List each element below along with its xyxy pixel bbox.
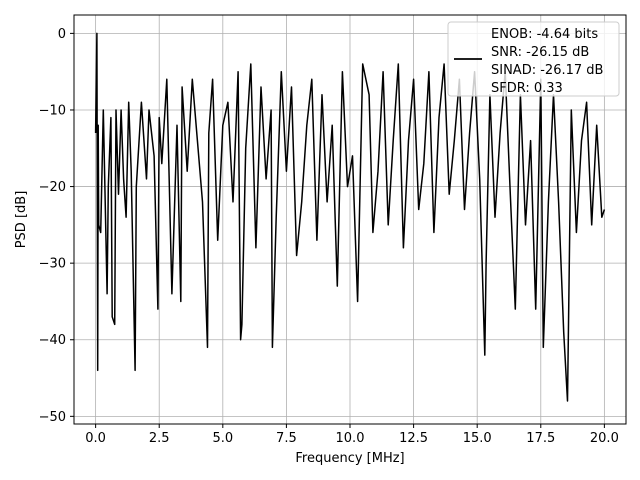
y-tick-label: −50 <box>39 410 66 425</box>
legend: ENOB: -4.64 bits SNR: -26.15 dB SINAD: -… <box>447 21 620 97</box>
y-tick-label: −20 <box>39 180 66 195</box>
plot-area <box>94 32 606 402</box>
legend-entry-enob: ENOB: -4.64 bits <box>491 27 598 42</box>
x-tick-label: 12.5 <box>399 431 428 446</box>
legend-entry-sinad: SINAD: -26.17 dB <box>491 63 603 78</box>
y-tick-label: −10 <box>39 103 66 118</box>
y-tick-label: 0 <box>58 27 66 42</box>
y-tick-label: −30 <box>39 257 66 272</box>
legend-box <box>447 21 620 97</box>
x-tick-label: 20.0 <box>590 431 619 446</box>
y-axis-label: PSD [dB] <box>14 191 29 249</box>
x-tick-label: 2.5 <box>149 431 170 446</box>
legend-entry-sfdr: SFDR: 0.33 <box>491 81 563 96</box>
x-tick-label: 10.0 <box>336 431 365 446</box>
x-axis-label: Frequency [MHz] <box>295 451 404 466</box>
x-tick-label: 15.0 <box>463 431 492 446</box>
x-tick-label: 7.5 <box>276 431 297 446</box>
y-tick-label: −40 <box>39 333 66 348</box>
x-tick-label: 5.0 <box>212 431 233 446</box>
x-tick-label: 17.5 <box>526 431 555 446</box>
legend-entry-snr: SNR: -26.15 dB <box>491 45 589 60</box>
axis-ticks: 0.0 2.5 5.0 7.5 10.0 12.5 15.0 17.5 20.0 0 −10 −20 −… <box>39 27 619 446</box>
psd-series-line <box>94 32 606 402</box>
x-tick-label: 0.0 <box>85 431 106 446</box>
